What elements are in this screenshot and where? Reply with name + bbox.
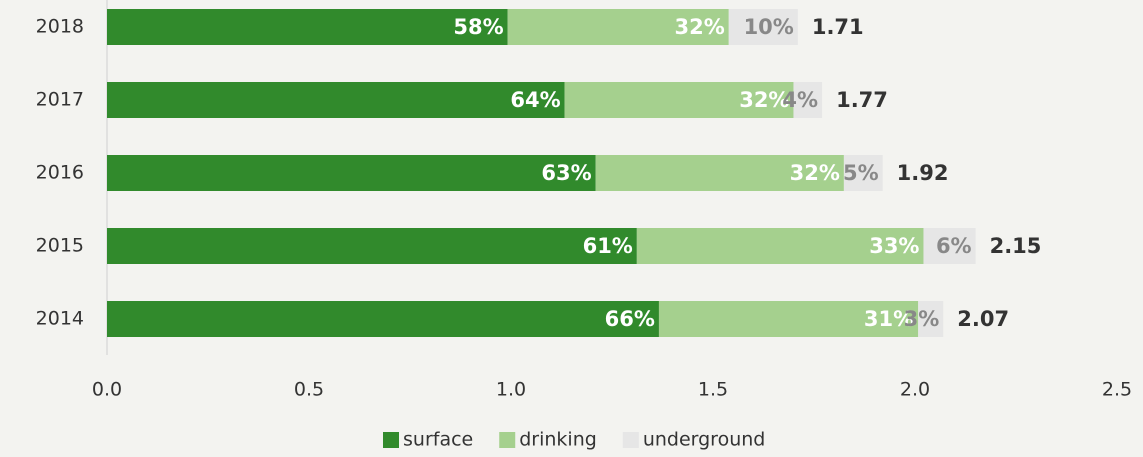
value-label: 32% [739,88,789,112]
x-tick-label: 0.5 [294,379,324,401]
value-label: 64% [510,88,560,112]
bar-segment [595,155,844,191]
total-label: 2.07 [957,307,1009,331]
y-tick-label: 2018 [36,16,84,38]
x-tick-label: 0.0 [92,379,122,401]
y-tick-label: 2017 [36,89,84,111]
bar-segment [107,82,565,118]
value-label: 10% [744,15,794,39]
legend-swatch [383,432,399,448]
legend-label: underground [643,429,766,451]
value-label: 31% [864,307,914,331]
total-label: 2.15 [990,234,1042,258]
value-label: 61% [583,234,633,258]
bar-segment [636,228,924,264]
bar-segment [918,301,944,337]
bar-segment [793,82,823,118]
value-label: 66% [605,307,655,331]
bar-segment [107,9,508,45]
bar-segment [843,155,883,191]
value-label: 3% [904,307,940,331]
x-tick-label: 1.5 [698,379,728,401]
legend-label: surface [403,429,473,451]
y-tick-label: 2015 [36,235,84,257]
x-tick-label: 2.5 [1102,379,1132,401]
value-label: 33% [869,234,919,258]
bar-segment [507,9,729,45]
value-label: 58% [453,15,503,39]
legend-label: drinking [519,429,597,451]
bar-segment [107,155,596,191]
y-tick-label: 2014 [36,308,84,330]
total-label: 1.71 [812,15,864,39]
bar-segment [107,228,637,264]
x-tick-label: 2.0 [900,379,930,401]
bar-segment [923,228,976,264]
value-label: 63% [541,161,591,185]
value-label: 6% [936,234,972,258]
total-label: 1.92 [897,161,949,185]
value-label: 32% [790,161,840,185]
value-label: 32% [674,15,724,39]
bar-segment [107,301,659,337]
bar-segment [658,301,919,337]
x-tick-label: 1.0 [496,379,526,401]
value-label: 4% [782,88,818,112]
bar-segment [564,82,794,118]
total-label: 1.77 [836,88,888,112]
value-label: 5% [843,161,879,185]
legend-swatch [622,432,639,448]
legend-swatch [499,432,516,448]
y-tick-label: 2016 [36,162,84,184]
bar-segment [728,9,798,45]
